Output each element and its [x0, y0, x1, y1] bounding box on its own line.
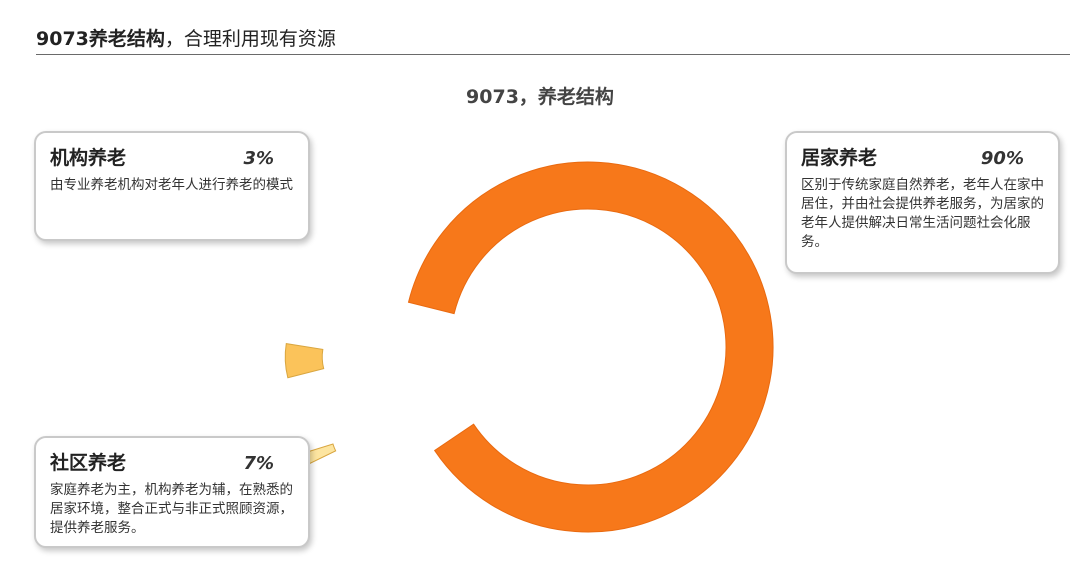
- card-desc-institutional: 由专业养老机构对老年人进行养老的模式: [50, 177, 293, 193]
- page-title-bold: 9073养老结构: [36, 28, 165, 50]
- card-pct-community: 7%: [243, 453, 274, 474]
- card-title-institutional: 机构养老: [50, 147, 127, 169]
- page-title-rest: ，合理利用现有资源: [164, 28, 336, 50]
- legend-card-institutional: 机构养老 3% 由专业养老机构对老年人进行养老的模式: [34, 131, 310, 241]
- chart-title: 9073，养老结构: [466, 86, 614, 108]
- card-title-home: 居家养老: [801, 147, 878, 169]
- page-header: 9073养老结构，合理利用现有资源: [36, 24, 1070, 55]
- slice-community: [284, 343, 325, 379]
- slice-home: [407, 161, 774, 533]
- card-desc-home: 区别于传统家庭自然养老，老年人在家中居住，并由社会提供养老服务，为居家的老年人提…: [801, 177, 1044, 250]
- legend-card-home: 居家养老 90% 区别于传统家庭自然养老，老年人在家中居住，并由社会提供养老服务…: [785, 131, 1060, 274]
- legend-card-community: 社区养老 7% 家庭养老为主，机构养老为辅，在熟悉的居家环境，整合正式与非正式照…: [34, 436, 310, 548]
- card-pct-home: 90%: [980, 148, 1024, 169]
- page-title: 9073养老结构，合理利用现有资源: [36, 28, 336, 50]
- card-pct-institutional: 3%: [243, 148, 274, 169]
- card-desc-community: 家庭养老为主，机构养老为辅，在熟悉的居家环境，整合正式与非正式照顾资源，提供养老…: [50, 482, 293, 536]
- card-title-community: 社区养老: [50, 452, 127, 474]
